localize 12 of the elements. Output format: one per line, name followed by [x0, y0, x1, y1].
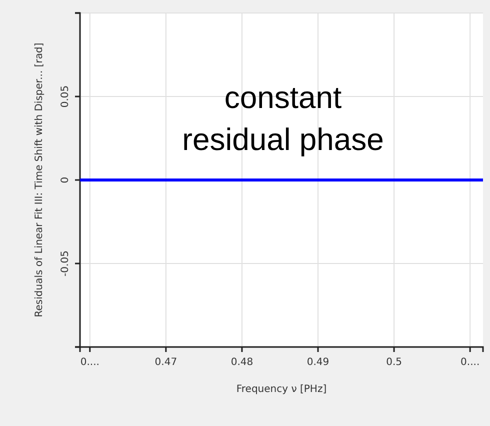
- y-axis-title: Residuals of Linear Fit III: Time Shift with Disper... [rad]: [34, 42, 45, 318]
- x-axis-title: Frequency ν [PHz]: [236, 384, 327, 395]
- y-tick-label: -0.05: [60, 250, 71, 276]
- x-tick-label: 0.49: [306, 357, 330, 368]
- x-tick-label: 0....: [80, 357, 100, 368]
- x-tick-label: 0.48: [230, 357, 254, 368]
- x-tick-label: 0.47: [154, 357, 178, 368]
- x-tick-label: 0.5: [386, 357, 402, 368]
- annotation: constant residual phase: [182, 80, 384, 157]
- y-tick-label: 0: [60, 176, 71, 184]
- x-tick-label: 0....: [460, 357, 480, 368]
- y-tick-label: 0.05: [60, 85, 71, 108]
